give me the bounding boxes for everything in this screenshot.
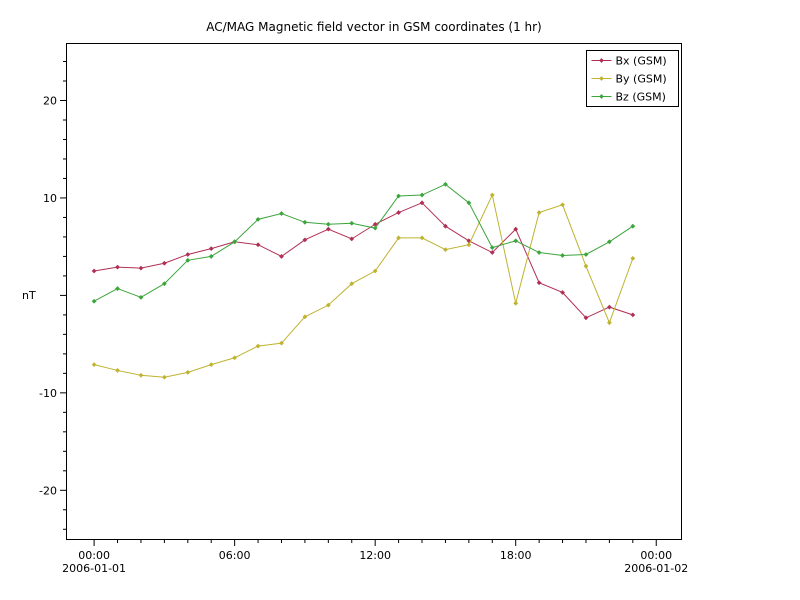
chart-title: AC/MAG Magnetic field vector in GSM coor… [206,20,542,34]
legend-item-by-gsm: By (GSM) [591,73,667,86]
series-line-bx-gsm [91,200,636,321]
legend-item-bz-gsm: Bz (GSM) [591,91,666,104]
series-line-by-gsm [91,192,636,380]
svg-text:12:00: 12:00 [359,549,391,562]
svg-text:00:00: 00:00 [78,549,110,562]
legend: Bx (GSM) By (GSM) Bz (GSM) [586,50,679,107]
svg-text:00:00: 00:00 [640,549,672,562]
svg-text:18:00: 18:00 [500,549,532,562]
svg-text:Bx (GSM): Bx (GSM) [616,55,667,68]
y-axis: 20 10 -10 -20 [39,61,66,530]
svg-text:By (GSM): By (GSM) [616,73,667,86]
svg-text:2006-01-02: 2006-01-02 [624,562,688,575]
series-line-bz-gsm [91,181,636,304]
svg-text:10: 10 [43,192,57,205]
plot-border [66,43,682,540]
svg-text:20: 20 [43,94,57,107]
svg-text:-10: -10 [39,387,57,400]
legend-item-bx-gsm: Bx (GSM) [591,55,667,68]
svg-text:-20: -20 [39,484,57,497]
y-axis-label: nT [22,289,36,302]
svg-text:06:00: 06:00 [219,549,251,562]
svg-text:2006-01-01: 2006-01-01 [62,562,126,575]
svg-text:Bz (GSM): Bz (GSM) [616,91,666,104]
